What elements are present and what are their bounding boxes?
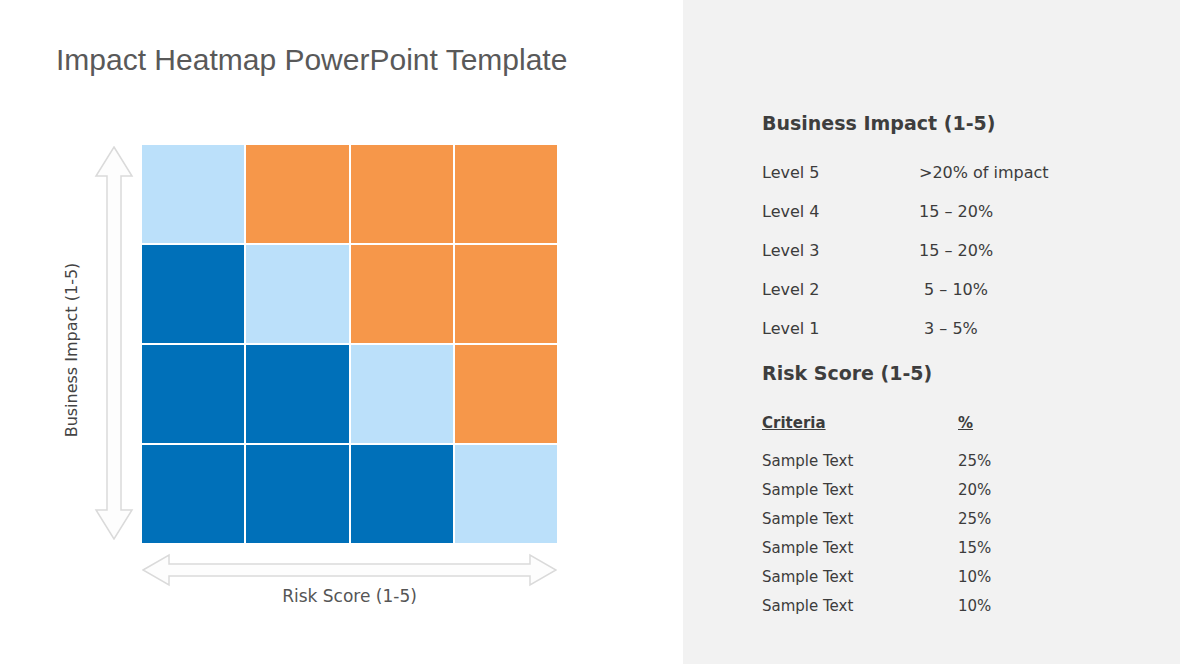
page-title: Impact Heatmap PowerPoint Template — [56, 42, 567, 78]
column-header-row: Criteria % — [762, 413, 1122, 432]
level-value: >20% of impact — [919, 163, 1049, 182]
level-label: Level 5 — [762, 163, 919, 182]
criteria-cell: Sample Text — [762, 539, 958, 557]
horizontal-double-arrow-icon — [142, 553, 557, 587]
heatmap-cell — [455, 145, 557, 243]
criteria-cell: Sample Text — [762, 452, 958, 470]
risk-score-rows: Sample Text 25% Sample Text 20% Sample T… — [762, 446, 1122, 620]
risk-score-section: Risk Score (1-5) Criteria % Sample Text … — [762, 362, 1122, 620]
percent-cell: 10% — [958, 568, 991, 586]
percent-cell: 10% — [958, 597, 991, 615]
business-impact-section: Business Impact (1-5) Level 5 >20% of im… — [762, 112, 1122, 348]
heatmap-cell — [246, 245, 348, 343]
percent-cell: 15% — [958, 539, 991, 557]
heatmap-cell — [142, 445, 244, 543]
table-row: Sample Text 10% — [762, 562, 1122, 591]
heatmap-cell — [246, 145, 348, 243]
business-impact-rows: Level 5 >20% of impact Level 4 15 – 20% … — [762, 153, 1122, 348]
heatmap-cell — [455, 345, 557, 443]
level-label: Level 2 — [762, 280, 919, 299]
level-label: Level 3 — [762, 241, 919, 260]
y-axis-label: Business Impact (1-5) — [62, 263, 81, 438]
table-row: Level 1 3 – 5% — [762, 309, 1122, 348]
percent-cell: 25% — [958, 510, 991, 528]
heatmap-cell — [351, 345, 453, 443]
table-row: Sample Text 10% — [762, 591, 1122, 620]
level-value: 5 – 10% — [919, 280, 988, 299]
level-label: Level 4 — [762, 202, 919, 221]
percent-cell: 25% — [958, 452, 991, 470]
heatmap-cell — [455, 445, 557, 543]
percent-cell: 20% — [958, 481, 991, 499]
heatmap-cell — [351, 445, 453, 543]
heatmap-cell — [246, 345, 348, 443]
heatmap-cell — [455, 245, 557, 343]
business-impact-heading: Business Impact (1-5) — [762, 112, 1122, 135]
table-row: Sample Text 25% — [762, 504, 1122, 533]
criteria-cell: Sample Text — [762, 481, 958, 499]
x-axis-label: Risk Score (1-5) — [142, 586, 557, 606]
criteria-cell: Sample Text — [762, 568, 958, 586]
slide-canvas: Impact Heatmap PowerPoint Template Busin… — [0, 0, 1180, 664]
table-row: Level 5 >20% of impact — [762, 153, 1122, 192]
criteria-column-header: Criteria — [762, 414, 958, 432]
heatmap-cell — [142, 245, 244, 343]
level-label: Level 1 — [762, 319, 919, 338]
table-row: Sample Text 25% — [762, 446, 1122, 475]
criteria-cell: Sample Text — [762, 597, 958, 615]
table-row: Sample Text 15% — [762, 533, 1122, 562]
heatmap-grid — [142, 145, 557, 543]
table-row: Level 4 15 – 20% — [762, 192, 1122, 231]
table-row: Level 2 5 – 10% — [762, 270, 1122, 309]
risk-score-heading: Risk Score (1-5) — [762, 362, 1122, 385]
heatmap-cell — [351, 145, 453, 243]
heatmap-cell — [142, 345, 244, 443]
percent-column-header: % — [958, 414, 973, 432]
heatmap-cell — [246, 445, 348, 543]
heatmap-cell — [351, 245, 453, 343]
criteria-cell: Sample Text — [762, 510, 958, 528]
table-row: Sample Text 20% — [762, 475, 1122, 504]
vertical-double-arrow-icon — [94, 146, 134, 540]
table-row: Level 3 15 – 20% — [762, 231, 1122, 270]
level-value: 15 – 20% — [919, 241, 993, 260]
level-value: 3 – 5% — [919, 319, 978, 338]
heatmap-cell — [142, 145, 244, 243]
level-value: 15 – 20% — [919, 202, 993, 221]
